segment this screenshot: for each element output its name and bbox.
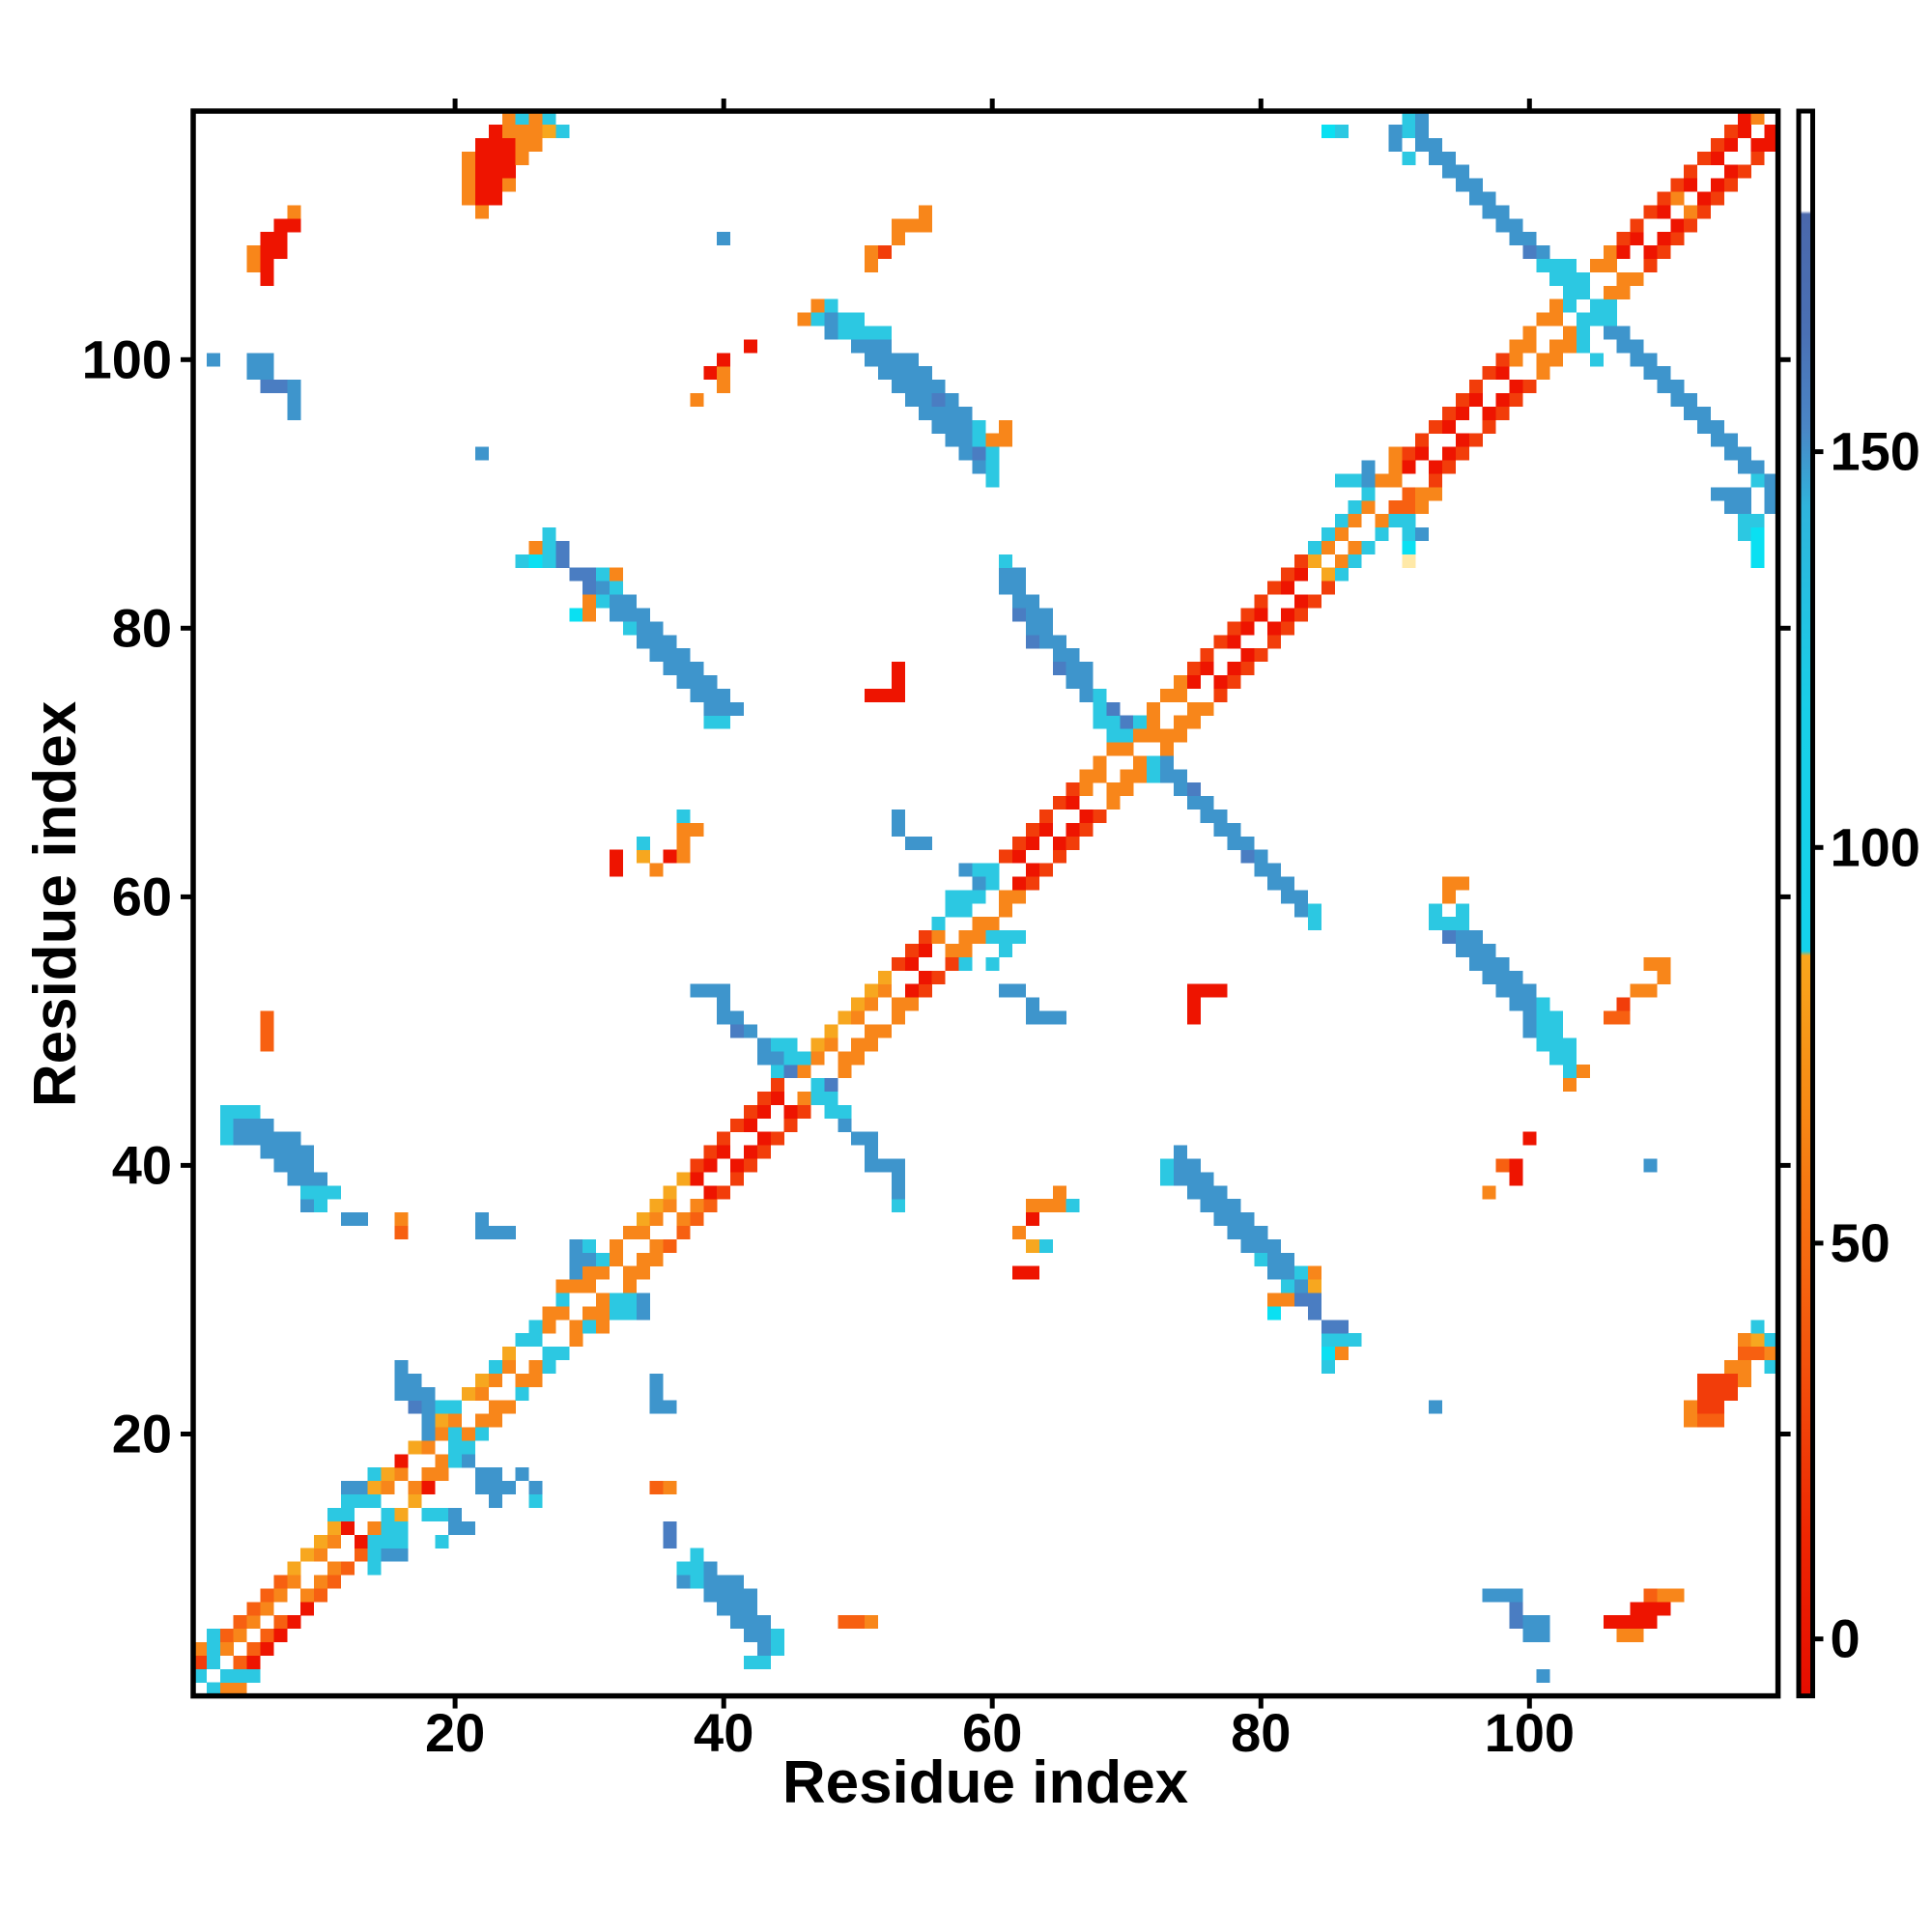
svg-text:20: 20 xyxy=(112,1404,172,1464)
svg-text:60: 60 xyxy=(962,1702,1022,1763)
svg-text:100: 100 xyxy=(82,328,172,389)
svg-text:50: 50 xyxy=(1831,1212,1890,1273)
svg-text:Residue index: Residue index xyxy=(782,1749,1189,1816)
svg-text:100: 100 xyxy=(1485,1702,1575,1763)
svg-text:40: 40 xyxy=(112,1134,172,1195)
svg-text:80: 80 xyxy=(112,597,172,658)
svg-text:80: 80 xyxy=(1231,1702,1291,1763)
svg-text:100: 100 xyxy=(1831,816,1920,877)
svg-text:150: 150 xyxy=(1831,421,1920,482)
svg-text:40: 40 xyxy=(694,1702,753,1763)
svg-text:Residue index: Residue index xyxy=(22,700,89,1107)
svg-text:0: 0 xyxy=(1831,1608,1861,1669)
svg-text:20: 20 xyxy=(425,1702,485,1763)
svg-text:60: 60 xyxy=(112,866,172,926)
